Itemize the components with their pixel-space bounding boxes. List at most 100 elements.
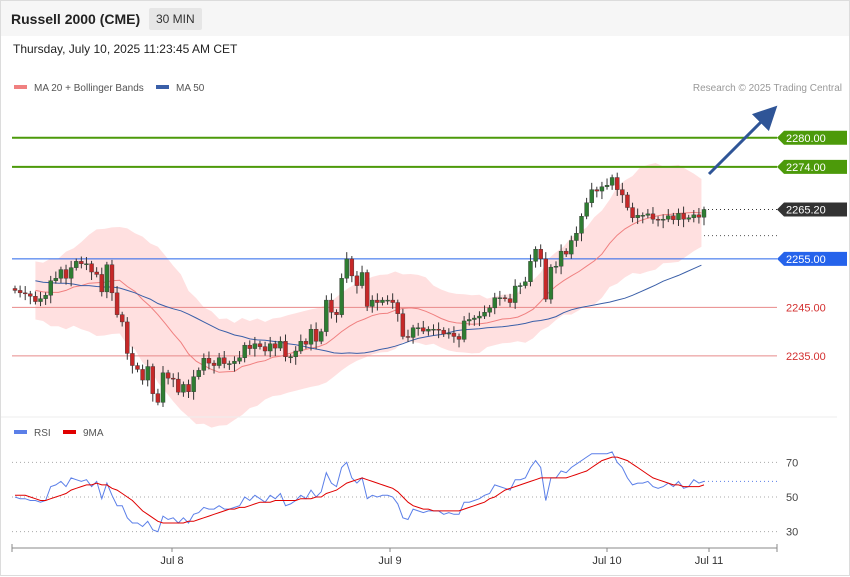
candle-body bbox=[303, 341, 309, 345]
level-label-target: 2280.00 bbox=[786, 133, 826, 145]
candle-body bbox=[48, 280, 53, 296]
candle-body bbox=[23, 292, 28, 295]
ma50-legend-swatch bbox=[156, 85, 169, 89]
candle-body bbox=[543, 258, 548, 300]
time-axis-ticks: Jul 8 Jul 9 Jul 10 Jul 11 bbox=[11, 544, 778, 567]
candle-body bbox=[293, 350, 298, 358]
candle-body bbox=[150, 366, 156, 394]
candle-body bbox=[211, 362, 217, 366]
candle-body bbox=[446, 332, 452, 335]
candle-body bbox=[344, 258, 349, 279]
timeframe-badge[interactable]: 30 MIN bbox=[149, 8, 202, 30]
candle-body bbox=[43, 295, 48, 299]
candle-body bbox=[298, 341, 304, 352]
time-tick-label: Jul 11 bbox=[695, 555, 724, 567]
candle-body bbox=[247, 344, 252, 349]
candle-body bbox=[615, 177, 620, 190]
candle-body bbox=[461, 320, 467, 340]
candle-body bbox=[354, 275, 360, 286]
candle-body bbox=[666, 215, 671, 220]
candle-body bbox=[676, 213, 681, 220]
candle-body bbox=[533, 249, 538, 262]
candle-body bbox=[89, 263, 94, 273]
candle-body bbox=[232, 360, 237, 364]
candle-body bbox=[574, 233, 579, 241]
candle-body bbox=[375, 299, 380, 303]
candle-body bbox=[691, 214, 696, 218]
level-label-target: 2274.00 bbox=[786, 162, 826, 174]
candle-body bbox=[415, 327, 421, 329]
candle-body bbox=[681, 213, 686, 220]
candle-body bbox=[17, 290, 23, 294]
candle-body bbox=[502, 297, 508, 299]
candle-body bbox=[252, 343, 258, 349]
rsi-tick-label: 70 bbox=[786, 457, 798, 469]
candle-body bbox=[196, 370, 201, 377]
candle-body bbox=[569, 240, 574, 255]
candle-body bbox=[512, 285, 518, 303]
candle-body bbox=[104, 264, 110, 293]
candle-body bbox=[278, 341, 283, 349]
candle-body bbox=[201, 358, 207, 371]
rsi-panel: 70 50 30 bbox=[12, 451, 798, 539]
candle-body bbox=[630, 207, 635, 218]
time-tick-label: Jul 8 bbox=[160, 555, 183, 567]
level-label-bg-last bbox=[777, 202, 847, 217]
candle-body bbox=[186, 384, 191, 392]
candle-body bbox=[410, 327, 416, 338]
candle-body bbox=[635, 215, 640, 218]
candle-body bbox=[12, 288, 18, 291]
candle-body bbox=[324, 299, 329, 332]
ma20-legend-label: MA 20 + Bollinger Bands bbox=[34, 83, 144, 94]
level-label-last: 2265.20 bbox=[786, 204, 826, 216]
candle-body bbox=[145, 366, 150, 381]
candle-body bbox=[400, 313, 406, 337]
candle-body bbox=[395, 302, 400, 314]
candle-body bbox=[650, 213, 656, 220]
candle-body bbox=[686, 217, 691, 220]
instrument-title: Russell 2000 (CME) bbox=[11, 11, 141, 27]
header-bar: Russell 2000 (CME) 30 MIN bbox=[1, 1, 849, 36]
rsi-line bbox=[14, 451, 705, 533]
level-label-bg-pivot bbox=[777, 251, 847, 266]
candle-body bbox=[329, 299, 334, 313]
level-label-pivot: 2255.00 bbox=[786, 254, 826, 266]
candle-body bbox=[405, 336, 411, 338]
candle-body bbox=[436, 328, 441, 331]
candle-body bbox=[523, 281, 528, 286]
candle-body bbox=[477, 315, 482, 319]
candle-body bbox=[84, 263, 89, 265]
candle-body bbox=[645, 213, 651, 216]
candle-body bbox=[584, 202, 589, 217]
candle-body bbox=[359, 272, 365, 286]
candle-body bbox=[99, 274, 104, 293]
candle-body bbox=[487, 307, 492, 313]
timestamp: Thursday, July 10, 2025 11:23:45 AM CET bbox=[13, 42, 238, 56]
candle-body bbox=[68, 267, 74, 279]
time-tick-label: Jul 10 bbox=[592, 555, 621, 567]
candle-body bbox=[553, 265, 559, 268]
candle-body bbox=[696, 214, 702, 218]
candle-body bbox=[216, 357, 222, 366]
candle-body bbox=[625, 194, 630, 208]
candle-body bbox=[594, 189, 600, 192]
candle-body bbox=[155, 393, 161, 403]
candle-body bbox=[564, 250, 569, 255]
candle-body bbox=[165, 372, 171, 379]
candle-body bbox=[620, 189, 625, 196]
candle-body bbox=[701, 209, 707, 218]
candle-body bbox=[655, 218, 661, 221]
candle-body bbox=[671, 215, 676, 220]
candle-body bbox=[135, 365, 140, 370]
candle-body bbox=[140, 369, 145, 381]
rsi-tick-label: 30 bbox=[786, 527, 798, 539]
rsi-legend-label: RSI bbox=[34, 428, 51, 439]
candle-body bbox=[109, 264, 115, 294]
candle-body bbox=[497, 297, 503, 299]
candle-body bbox=[222, 357, 227, 364]
candle-body bbox=[599, 186, 605, 192]
candle-body bbox=[181, 384, 186, 393]
candle-body bbox=[385, 299, 390, 302]
